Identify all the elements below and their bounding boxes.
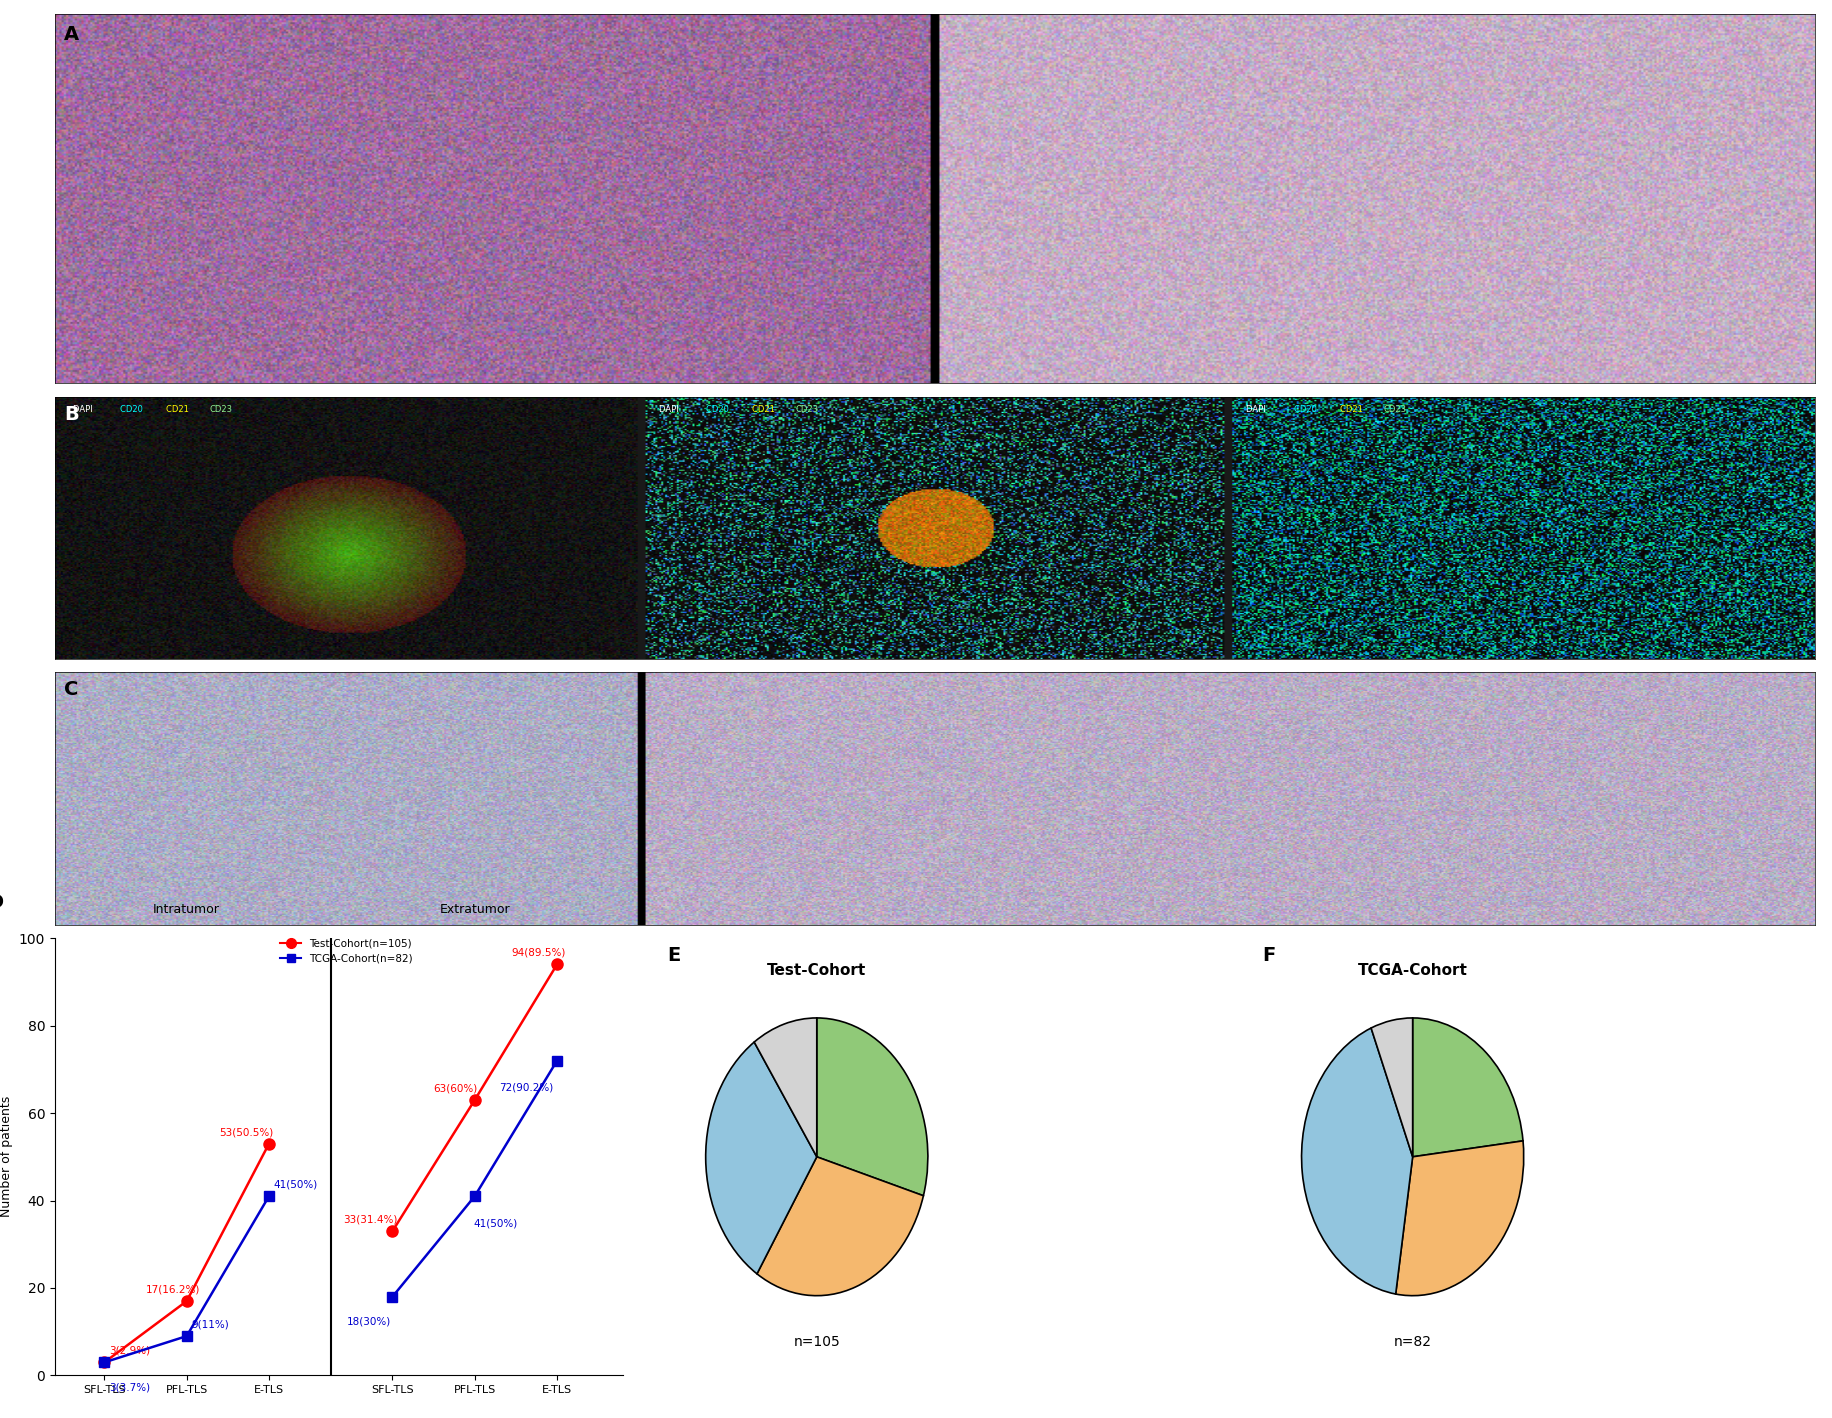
Text: 41(50%): 41(50%): [273, 1180, 319, 1190]
Title: Test-Cohort: Test-Cohort: [768, 963, 867, 978]
Legend: Test-Cohort(n=105), TCGA-Cohort(n=82): Test-Cohort(n=105), TCGA-Cohort(n=82): [277, 934, 418, 968]
Text: 18(30%): 18(30%): [346, 1316, 392, 1326]
Text: 41(50%): 41(50%): [473, 1218, 517, 1228]
Text: A: A: [64, 26, 79, 44]
Text: CD20: CD20: [121, 404, 145, 414]
Text: CD23: CD23: [795, 404, 819, 414]
Wedge shape: [1394, 1141, 1522, 1296]
Text: 63(60%): 63(60%): [434, 1083, 478, 1093]
Text: CD21: CD21: [751, 404, 777, 414]
Text: 17(16.2%): 17(16.2%): [145, 1285, 200, 1295]
Text: CD20: CD20: [705, 404, 731, 414]
Wedge shape: [753, 1018, 817, 1157]
Text: CD23: CD23: [209, 404, 233, 414]
Wedge shape: [1301, 1028, 1412, 1295]
Text: F: F: [1262, 946, 1275, 966]
Text: E: E: [667, 946, 680, 966]
Wedge shape: [757, 1157, 923, 1296]
Text: B: B: [64, 404, 79, 424]
Y-axis label: Number of patients: Number of patients: [0, 1096, 13, 1218]
Text: CD20: CD20: [1293, 404, 1319, 414]
Text: Extratumor: Extratumor: [440, 903, 509, 916]
Wedge shape: [1412, 1018, 1522, 1157]
Text: CD21: CD21: [1339, 404, 1365, 414]
Text: 53(50.5%): 53(50.5%): [220, 1127, 273, 1137]
Text: 3(3.7%): 3(3.7%): [110, 1383, 150, 1392]
Text: D: D: [0, 893, 4, 912]
Text: CD23: CD23: [1383, 404, 1405, 414]
Wedge shape: [1370, 1018, 1412, 1157]
Text: C: C: [64, 679, 79, 699]
Text: 94(89.5%): 94(89.5%): [511, 947, 566, 957]
Text: Intratumor: Intratumor: [154, 903, 220, 916]
Text: 72(90.2%): 72(90.2%): [498, 1082, 553, 1092]
Wedge shape: [817, 1018, 927, 1195]
Title: TCGA-Cohort: TCGA-Cohort: [1358, 963, 1467, 978]
Wedge shape: [705, 1042, 817, 1273]
Text: n=82: n=82: [1392, 1334, 1431, 1349]
Text: DAPI: DAPI: [1246, 404, 1268, 414]
Legend: 23.17%  19 SFL-TLS Groupup, 29.27%  24 PFL-TLS Group, 41.46%  34 E-TLS Group, 6.: 23.17% 19 SFL-TLS Groupup, 29.27% 24 PFL…: [1557, 1112, 1764, 1202]
Text: n=105: n=105: [793, 1334, 839, 1349]
Text: DAPI: DAPI: [73, 404, 95, 414]
Legend: 29.52%  31 SFL-TLS Groupup, 29.52%  31 PFL-TLS Group, 31.43%  33 E-TLS Group, 9.: 29.52% 31 SFL-TLS Groupup, 29.52% 31 PFL…: [962, 1112, 1169, 1202]
Text: DAPI: DAPI: [658, 404, 680, 414]
Text: CD21: CD21: [165, 404, 191, 414]
Text: 3(2.9%): 3(2.9%): [110, 1346, 150, 1356]
Text: 9(11%): 9(11%): [192, 1320, 229, 1330]
Text: 33(31.4%): 33(31.4%): [343, 1215, 398, 1225]
